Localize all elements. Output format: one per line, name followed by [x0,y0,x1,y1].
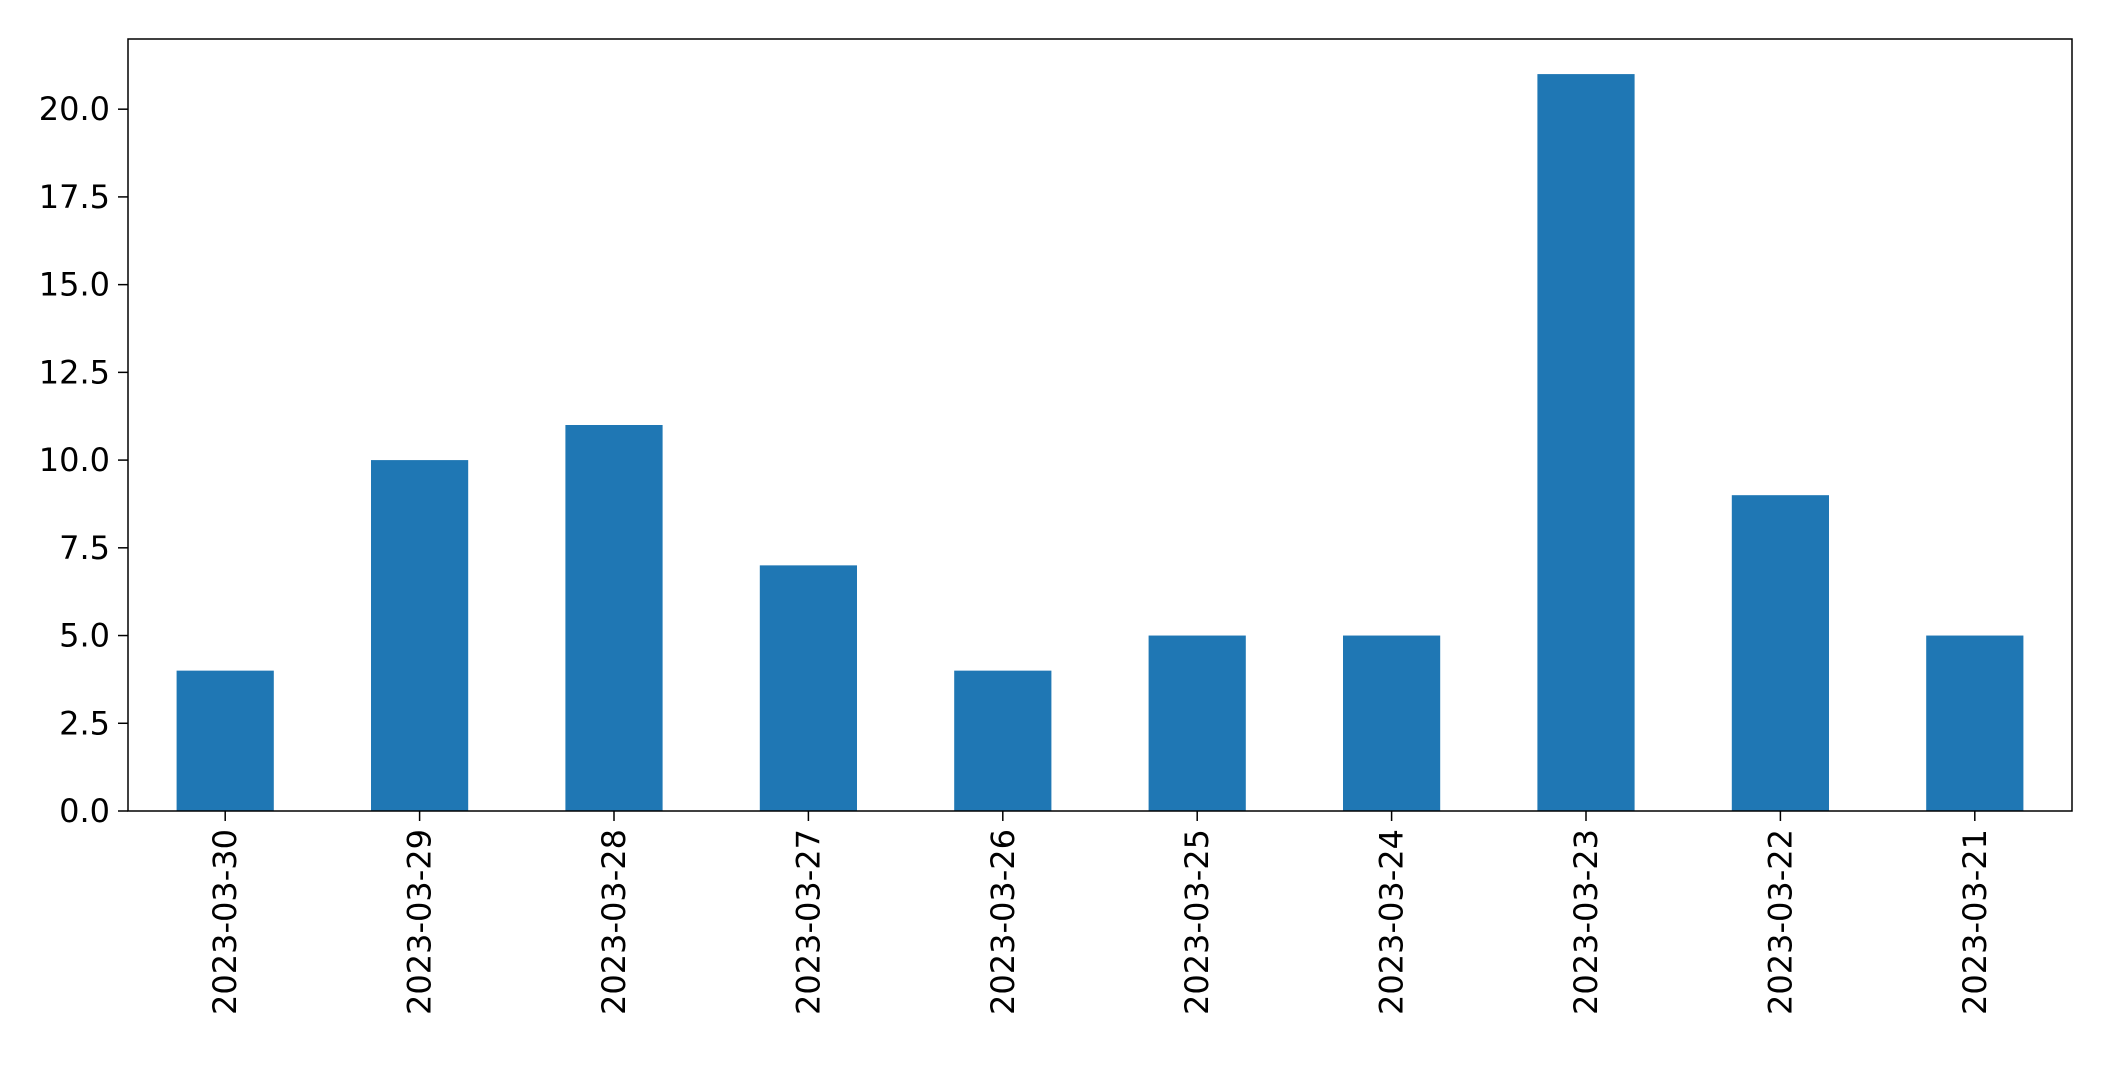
y-tick-label: 10.0 [39,441,110,479]
y-tick-label: 2.5 [59,704,110,742]
x-tick-label: 2023-03-25 [1178,829,1216,1015]
x-tick-label: 2023-03-27 [789,829,827,1015]
x-tick-label: 2023-03-30 [206,829,244,1015]
bar-2023-03-27 [759,565,857,811]
x-tick-label: 2023-03-28 [595,829,633,1015]
bar-2023-03-30 [176,670,274,811]
bar-2023-03-23 [1537,74,1635,811]
y-axis: 0.0 2.5 5.0 7.5 10.0 12.5 15.0 17.5 20.0 [39,90,128,830]
bar-2023-03-26 [954,670,1052,811]
x-tick-label: 2023-03-29 [401,829,439,1015]
x-tick-label: 2023-03-21 [1956,829,1994,1015]
y-tick-label: 7.5 [59,529,110,567]
bar-2023-03-25 [1148,635,1246,811]
x-tick-label: 2023-03-24 [1373,829,1411,1015]
bar-2023-03-21 [1926,635,2024,811]
x-tick-label: 2023-03-23 [1567,829,1605,1015]
y-tick-label: 17.5 [39,178,110,216]
y-tick-label: 20.0 [39,90,110,128]
y-tick-label: 0.0 [59,792,110,830]
bar-2023-03-28 [565,425,663,811]
plot-frame [127,38,2073,812]
y-tick-label: 5.0 [59,617,110,655]
bar-2023-03-24 [1343,635,1441,811]
x-tick-label: 2023-03-26 [984,829,1022,1015]
y-tick-label: 12.5 [39,353,110,391]
bar-2023-03-29 [371,460,469,811]
bar-2023-03-22 [1731,495,1829,811]
bars-group [176,74,2024,811]
x-tick-label: 2023-03-22 [1761,829,1799,1015]
x-axis: 2023-03-30 2023-03-29 2023-03-28 2023-03-27… [206,811,1994,1015]
y-tick-label: 15.0 [39,266,110,304]
